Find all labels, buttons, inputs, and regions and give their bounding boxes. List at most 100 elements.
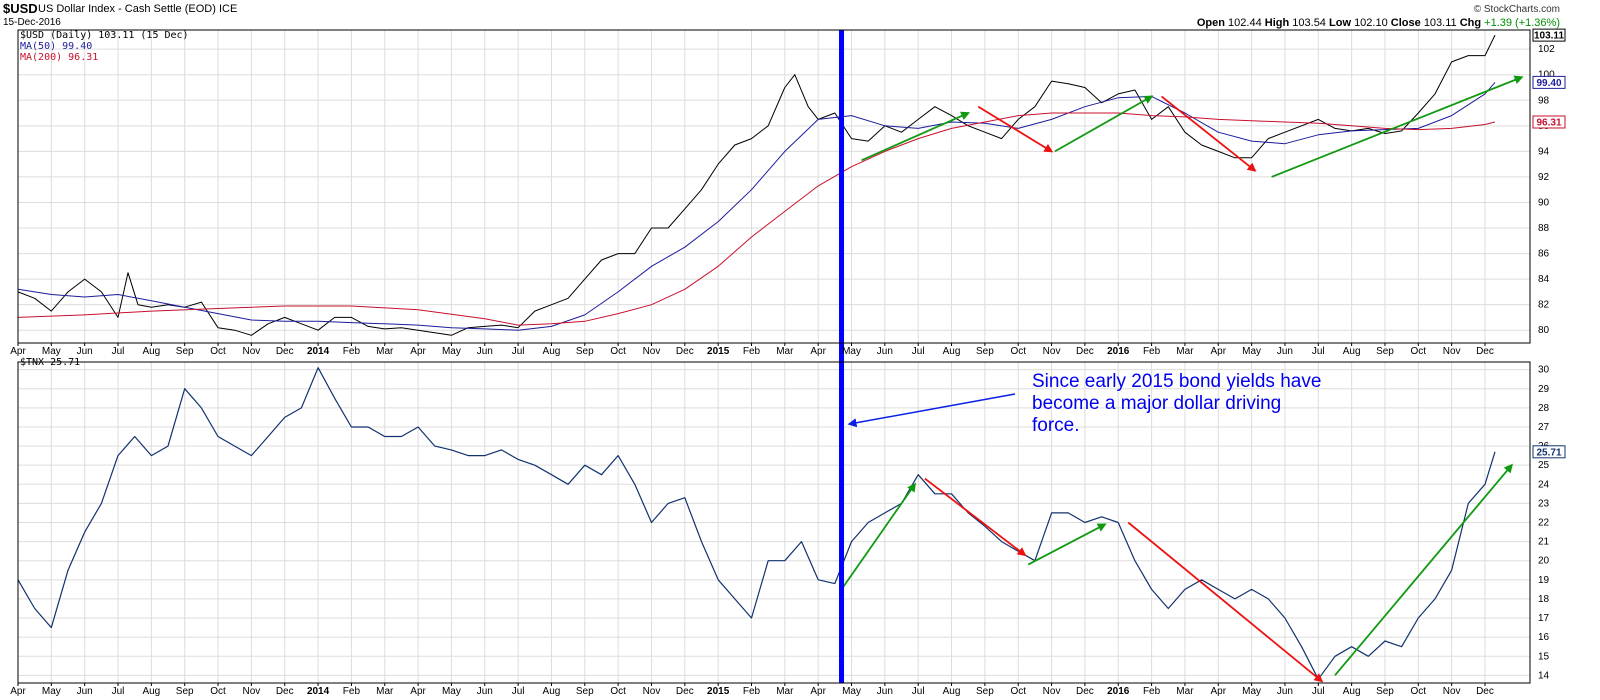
x-tick-label: Mar [1176,346,1194,357]
annotation-arrow [847,393,1016,428]
x-tick-label: 2016 [1107,346,1130,357]
x-tick-label: Oct [210,686,226,697]
x-tick-label: Dec [676,346,694,357]
open-value: 102.44 [1228,17,1262,29]
x-tick-label: Jun [77,686,93,697]
x-tick-label: May [1242,346,1261,357]
usd-series-0 [17,34,1496,336]
x-tick-label: Jul [1312,686,1325,697]
x-tick-label: May [842,686,861,697]
x-tick-label: Sep [176,346,194,357]
y-tick-label: 27 [1538,422,1550,433]
annotation-text: Since early 2015 bond yields have become… [1032,371,1322,436]
x-tick-label: 2014 [307,346,330,357]
x-tick-label: Apr [810,346,826,357]
x-tick-label: Apr [410,346,426,357]
x-tick-label: Jun [1277,686,1293,697]
x-tick-label: Sep [176,686,194,697]
legend-ma200: MA(200) 96.31 [20,52,99,63]
y-tick-label: 22 [1538,518,1550,529]
x-tick-label: Apr [1210,346,1226,357]
x-tick-label: Mar [776,686,794,697]
y-tick-label: 88 [1538,223,1550,234]
x-tick-label: Jun [477,686,493,697]
x-tick-label: Feb [743,346,761,357]
legend-tnx: $TNX 25.71 [20,357,81,368]
x-tick-label: Oct [1411,686,1427,697]
y-tick-label: 28 [1538,403,1550,414]
x-tick-label: Feb [743,686,761,697]
x-tick-label: Feb [343,346,361,357]
x-tick-label: Apr [10,346,26,357]
x-tick-label: Mar [376,346,394,357]
x-tick-label: Jun [877,686,893,697]
x-tick-label: Aug [142,686,160,697]
x-tick-label: May [42,686,61,697]
x-tick-label: Mar [776,346,794,357]
x-tick-label: Feb [1143,346,1161,357]
x-tick-label: Dec [1076,346,1094,357]
x-tick-label: Apr [810,686,826,697]
x-tick-label: Feb [343,686,361,697]
last-value-box [1532,75,1566,89]
symbol: $USD [3,1,38,16]
trend-arrow-up [1334,463,1513,676]
y-tick-label: 86 [1538,249,1550,260]
low-value: 102.10 [1354,17,1388,29]
x-tick-label: Nov [643,686,661,697]
ohlc-summary: Open 102.44 High 103.54 Low 102.10 Close… [1196,17,1560,29]
panel-frame-tnx [17,361,1531,684]
change-value: +1.39 (+1.36%) [1484,17,1560,29]
x-tick-label: Oct [210,346,226,357]
y-tick-label: 84 [1538,274,1550,285]
x-tick-label: Oct [1010,686,1026,697]
x-tick-label: Dec [1476,346,1494,357]
x-tick-label: Aug [1343,686,1361,697]
x-tick-label: Jul [112,686,125,697]
x-tick-label: Nov [1043,346,1061,357]
x-tick-label: Nov [1043,686,1061,697]
last-value-box [1532,115,1566,129]
chart-date: 15-Dec-2016 [3,17,61,28]
x-tick-label: Mar [376,686,394,697]
x-tick-label: Dec [1076,686,1094,697]
x-tick-label: Sep [976,346,994,357]
y-tick-label: 100 [1538,70,1555,81]
close-value: 103.11 [1423,17,1457,29]
y-tick-label: 25 [1538,460,1550,471]
x-tick-label: Aug [543,686,561,697]
y-tick-label: 90 [1538,197,1550,208]
y-tick-label: 18 [1538,594,1550,605]
high-value: 103.54 [1292,17,1326,29]
y-tick-label: 17 [1538,613,1550,624]
x-tick-label: Sep [1376,346,1394,357]
x-tick-label: May [442,686,461,697]
x-tick-label: Aug [943,346,961,357]
x-tick-label: Nov [242,346,260,357]
x-tick-label: Apr [410,686,426,697]
legend-usd: $USD (Daily) 103.11 (15 Dec) [20,30,189,41]
x-tick-label: Apr [10,686,26,697]
y-tick-label: 14 [1538,670,1550,681]
y-tick-label: 24 [1538,479,1550,490]
last-value-box [1532,28,1566,42]
x-tick-label: May [1242,686,1261,697]
copyright: © StockCharts.com [1473,4,1560,15]
last-value-label: 99.40 [1536,78,1561,89]
x-tick-label: Sep [576,686,594,697]
x-tick-label: Apr [1210,686,1226,697]
x-tick-label: Oct [610,346,626,357]
x-tick-label: Feb [1143,686,1161,697]
x-tick-label: Jul [512,346,525,357]
y-tick-label: 21 [1538,537,1550,548]
x-tick-label: Nov [643,346,661,357]
trend-arrow-up [1054,95,1154,153]
y-tick-label: 94 [1538,146,1550,157]
chart-header: $USD US Dollar Index - Cash Settle (EOD)… [0,0,1600,30]
x-tick-label: Nov [1443,346,1461,357]
y-tick-label: 16 [1538,632,1550,643]
tnx-series-0 [17,367,1496,680]
y-tick-label: 15 [1538,651,1550,662]
x-tick-label: Mar [1176,686,1194,697]
panel-frame-usd [17,29,1531,344]
